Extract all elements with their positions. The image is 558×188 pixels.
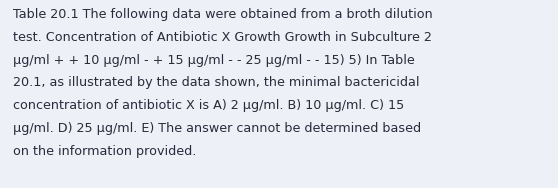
Text: μg/ml + + 10 μg/ml - + 15 μg/ml - - 25 μg/ml - - 15) 5) In Table: μg/ml + + 10 μg/ml - + 15 μg/ml - - 25 μ… <box>13 54 415 67</box>
Text: concentration of antibiotic X is A) 2 μg/ml. B) 10 μg/ml. C) 15: concentration of antibiotic X is A) 2 μg… <box>13 99 404 112</box>
Text: test. Concentration of Antibiotic X Growth Growth in Subculture 2: test. Concentration of Antibiotic X Grow… <box>13 31 432 44</box>
Text: 20.1, as illustrated by the data shown, the minimal bactericidal: 20.1, as illustrated by the data shown, … <box>13 76 420 89</box>
Text: on the information provided.: on the information provided. <box>13 145 196 158</box>
Text: μg/ml. D) 25 μg/ml. E) The answer cannot be determined based: μg/ml. D) 25 μg/ml. E) The answer cannot… <box>13 122 421 135</box>
Text: Table 20.1 The following data were obtained from a broth dilution: Table 20.1 The following data were obtai… <box>13 8 433 21</box>
